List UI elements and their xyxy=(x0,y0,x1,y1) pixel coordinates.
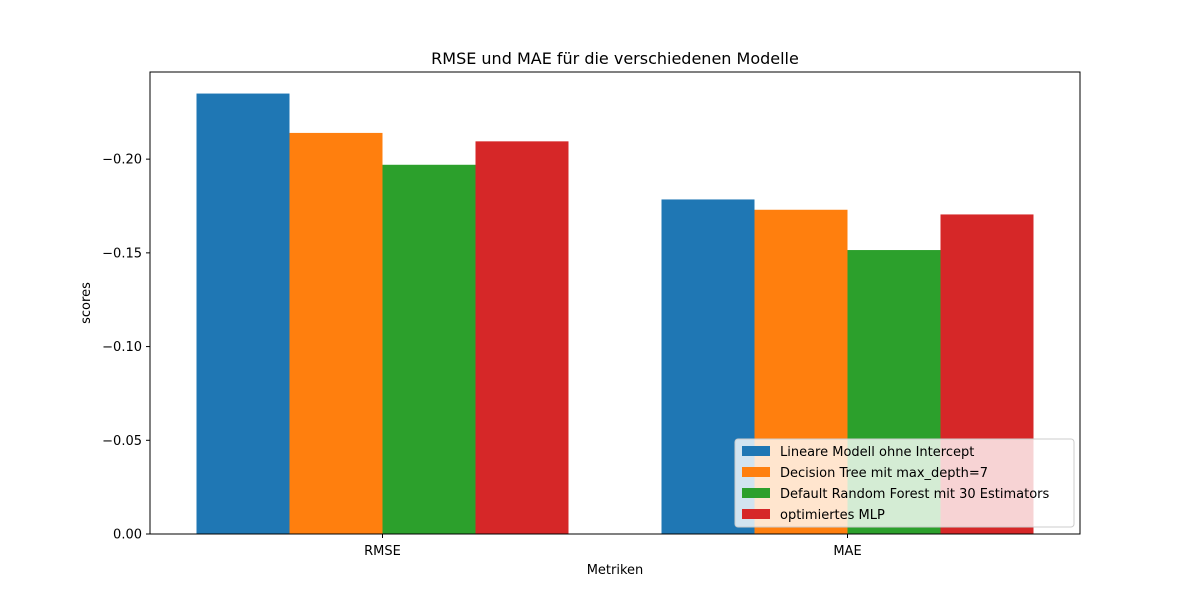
y-tick-label: −0.05 xyxy=(102,434,142,449)
chart-title: RMSE und MAE für die verschiedenen Model… xyxy=(431,49,799,68)
legend-swatch xyxy=(742,467,770,477)
y-axis-label: scores xyxy=(79,282,94,324)
x-axis-label: Metriken xyxy=(587,563,644,578)
legend-box xyxy=(734,438,1075,528)
legend-label: Default Random Forest mit 30 Estimators xyxy=(780,487,1050,502)
legend-swatch xyxy=(742,446,770,456)
bar-rmse-series-3 xyxy=(382,164,476,534)
y-tick-label: −0.20 xyxy=(102,153,142,168)
plot-frame xyxy=(149,71,1081,535)
y-tick-label: −0.15 xyxy=(102,246,142,261)
x-tick-label: MAE xyxy=(833,544,861,559)
y-tick-label: 0.00 xyxy=(113,528,142,543)
legend: Lineare Modell ohne Intercept Decision Tr… xyxy=(734,438,1075,528)
x-tick-label: RMSE xyxy=(364,544,401,559)
legend-swatch xyxy=(742,509,770,519)
axes-layer: 0.00 −0.05 −0.10 −0.15 −0.20 RMSE MAE xyxy=(102,71,1081,559)
legend-label: optimiertes MLP xyxy=(780,508,885,523)
bar-rmse-series-4 xyxy=(475,141,569,534)
bar-rmse-series-2 xyxy=(289,132,383,534)
legend-swatch xyxy=(742,488,770,498)
bar-rmse-series-1 xyxy=(196,93,290,535)
legend-label: Decision Tree mit max_depth=7 xyxy=(780,466,988,481)
y-tick-label: −0.10 xyxy=(102,340,142,355)
legend-label: Lineare Modell ohne Intercept xyxy=(780,445,974,460)
